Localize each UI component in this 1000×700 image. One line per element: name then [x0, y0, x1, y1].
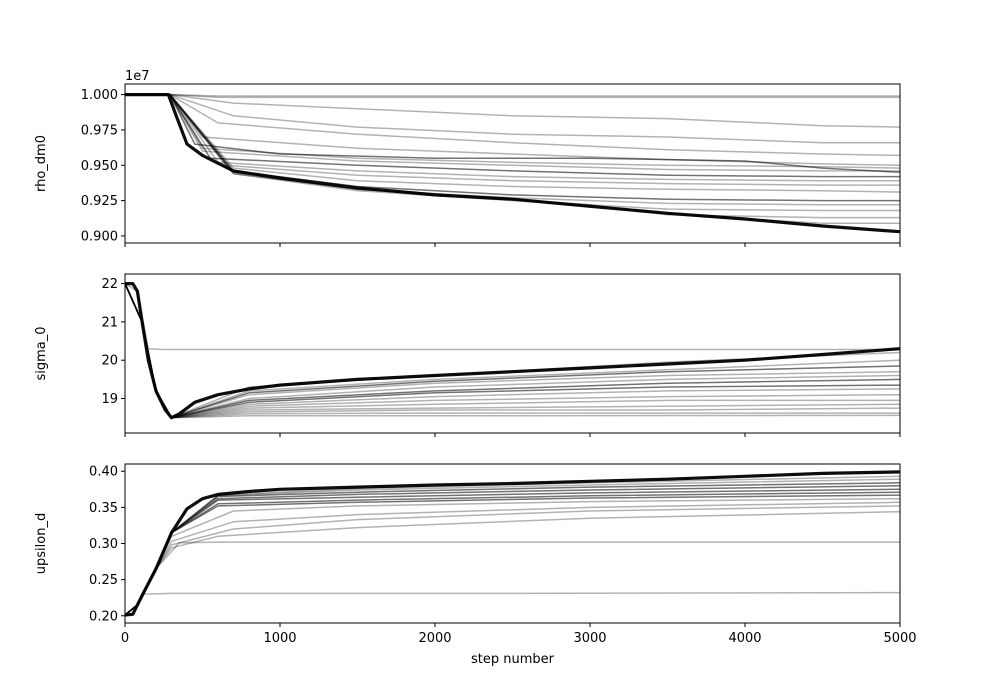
x-tick-label: 0 [121, 631, 129, 646]
y-axis-label-sigma-0: sigma_0 [34, 326, 49, 380]
walker-trace [125, 93, 900, 128]
walker-trace [125, 93, 900, 182]
panel-upsilon-d: 0.20 0.25 0.30 0.35 0.40 0 1000 2000 3000 4000 50… [34, 463, 917, 667]
x-tick-label: 4000 [728, 631, 761, 646]
trace-lines-sigma-0 [125, 282, 900, 420]
y-tick-label: 0.25 [89, 573, 118, 588]
panel-rho-dm0: 0.900 0.925 0.950 0.975 1.000 rho_dm0 1e7 [34, 69, 901, 247]
x-tick-label: 2000 [418, 631, 451, 646]
axes-frame-rho-dm0 [124, 83, 901, 244]
walker-trace [125, 282, 900, 420]
axes-frame-upsilon-d [124, 463, 901, 624]
y-tick-label: 0.35 [89, 501, 118, 516]
walker-trace [125, 93, 900, 144]
walker-trace [125, 93, 900, 157]
y-tick-label: 0.40 [89, 465, 118, 480]
x-tick-label: 5000 [883, 631, 916, 646]
y-tick-label: 0.900 [81, 229, 118, 244]
y-tick-label: 19 [101, 392, 118, 407]
walker-trace [125, 92, 900, 234]
y-axis-label-upsilon-d: upsilon_d [34, 513, 49, 574]
y-tick-label: 20 [101, 354, 118, 369]
y-tick-label: 0.950 [81, 159, 118, 174]
y-tick-label: 1.000 [81, 88, 118, 103]
x-ticks-upsilon-d: 0 1000 2000 3000 4000 5000 [121, 623, 917, 646]
walker-trace [125, 93, 900, 178]
x-ticks-rho-dm0 [124, 243, 901, 247]
panel-sigma-0: 19 20 21 22 sigma_0 [34, 273, 901, 437]
x-tick-label: 3000 [573, 631, 606, 646]
y-ticks-sigma-0: 19 20 21 22 [101, 277, 125, 407]
axes-frame-sigma-0 [124, 273, 901, 434]
offset-text-rho-dm0: 1e7 [125, 69, 150, 84]
y-tick-label: 0.925 [81, 194, 118, 209]
walker-trace [125, 93, 900, 174]
trace-lines-rho-dm0 [125, 92, 900, 234]
y-tick-label: 0.975 [81, 123, 118, 138]
walker-trace [125, 282, 900, 351]
y-tick-label: 0.20 [89, 609, 118, 624]
x-axis-label: step number [471, 652, 555, 667]
y-ticks-rho-dm0: 0.900 0.925 0.950 0.975 1.000 [81, 88, 125, 244]
y-axis-label-rho-dm0: rho_dm0 [34, 135, 49, 192]
y-tick-label: 22 [101, 277, 118, 292]
y-tick-label: 0.30 [89, 537, 118, 552]
y-ticks-upsilon-d: 0.20 0.25 0.30 0.35 0.40 [89, 465, 125, 624]
trace-lines-upsilon-d [125, 470, 900, 617]
x-ticks-sigma-0 [124, 433, 901, 437]
walker-trace [125, 93, 900, 202]
y-tick-label: 21 [101, 315, 118, 330]
walker-trace [125, 470, 900, 617]
x-tick-label: 1000 [263, 631, 296, 646]
